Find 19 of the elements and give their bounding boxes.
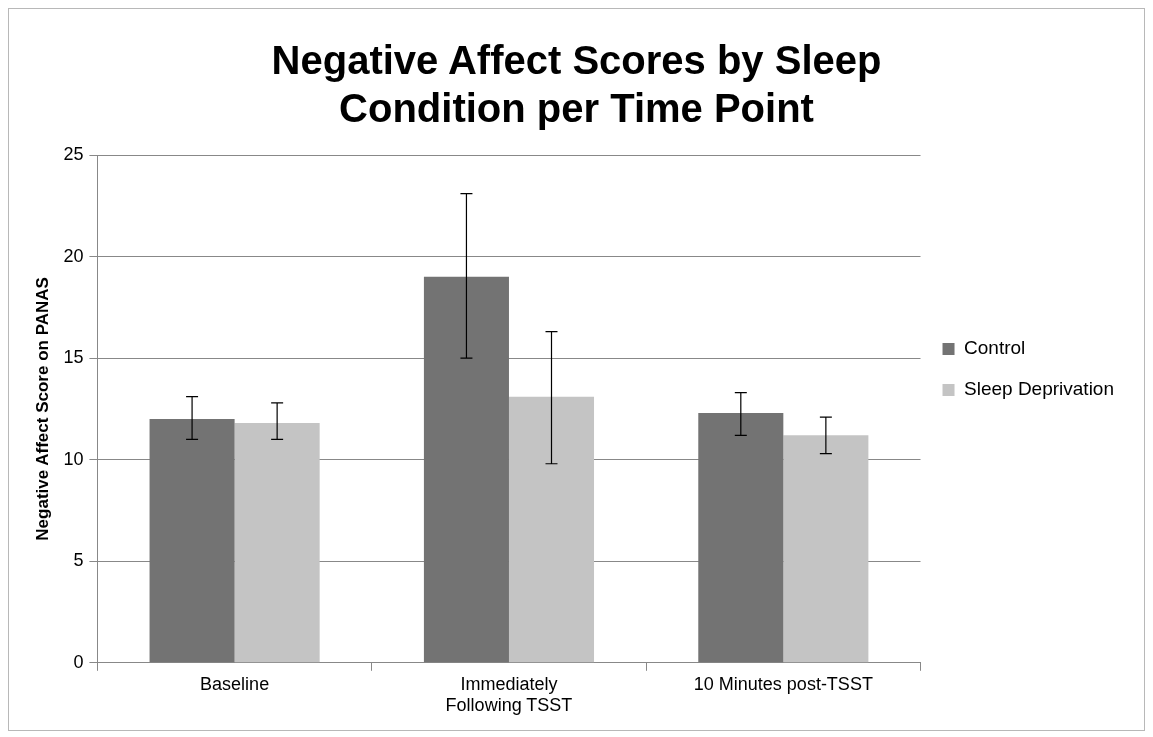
y-tick-label: 25 xyxy=(63,143,84,164)
x-tick-label: Baseline xyxy=(200,673,270,694)
y-tick-label: 5 xyxy=(73,550,84,571)
y-tick-label: 15 xyxy=(63,347,84,368)
y-axis-title: Negative Affect Score on PANAS xyxy=(32,277,52,541)
y-tick-label: 10 xyxy=(63,448,84,469)
x-tick-label: 10 Minutes post-TSST xyxy=(693,673,873,694)
bar xyxy=(783,435,869,663)
bar xyxy=(698,412,784,663)
bar xyxy=(423,276,509,663)
y-tick-label: 20 xyxy=(63,245,84,266)
y-tick-label: 0 xyxy=(73,651,84,672)
legend-label: Sleep Deprivation xyxy=(964,378,1115,400)
bar xyxy=(508,396,595,663)
x-tick-label: Immediately Following TSST xyxy=(445,673,573,716)
chart-title: Negative Affect Scores by Sleep Condition per Time Point xyxy=(271,38,882,131)
bar xyxy=(149,419,235,663)
bar xyxy=(234,423,320,663)
legend-label: Control xyxy=(964,337,1026,359)
